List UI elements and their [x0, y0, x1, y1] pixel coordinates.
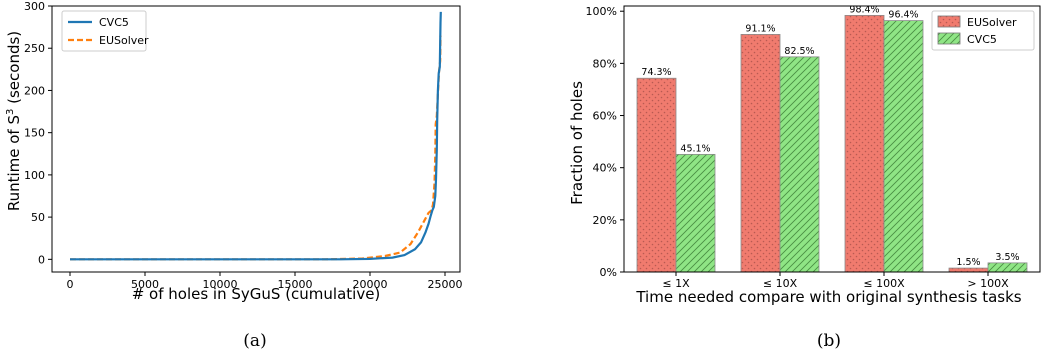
panel-a-y-tick-label: 50: [31, 211, 45, 224]
bar-value-label: 96.4%: [888, 10, 918, 21]
legend-label-eusolver: EUSolver: [99, 34, 149, 47]
panel-b-y-tick-label: 80%: [593, 57, 617, 70]
panel-a-x-tick-label: 5000: [131, 278, 159, 291]
panel-b-y-tick-label: 0%: [600, 266, 617, 279]
panel-a-x-axis-label: # of holes in SyGuS (cumulative): [132, 285, 381, 303]
panel-a-y-tick-label: 100: [24, 169, 45, 182]
panel-b-category-label: ≤ 100X: [863, 277, 905, 290]
panel-b-category-label: > 100X: [967, 277, 1009, 290]
bar-value-label: 82.5%: [784, 46, 814, 57]
panel-b-y-tick-label: 20%: [593, 214, 617, 227]
bar-value-label: 74.3%: [641, 67, 671, 78]
bar-cvc5: [675, 153, 716, 273]
legend-swatch-cvc5: [937, 32, 961, 45]
panel-b-y-tick-label: 60%: [593, 110, 617, 123]
legend-label-eusolver-b: EUSolver: [967, 16, 1017, 29]
panel-b-legend: EUSolver CVC5: [931, 10, 1035, 51]
panel-b-category-label: ≤ 10X: [763, 277, 798, 290]
panel-a-x-tick-label: 15000: [278, 278, 313, 291]
legend-label-cvc5: CVC5: [99, 16, 129, 29]
panel-a-runtime-chart: 0 5000 10000 15000 20000 25000 0 50 100 150 200 250…: [5, 0, 463, 351]
panel-a-plot-frame: [51, 5, 461, 273]
panel-b-x-axis-label: Time needed compare with original synthe…: [635, 288, 1021, 306]
bar-cvc5: [883, 20, 924, 273]
bar-cvc5: [779, 56, 820, 273]
legend-swatch-eusolver: [937, 15, 961, 28]
panel-a-y-tick-label: 300: [24, 0, 45, 13]
panel-b-fraction-chart: 74.3% 45.1% 91.1% 82.5% 98.4% 96.4% 1.5% 3.5% ≤…: [568, 4, 1041, 351]
panel-a-y-tick-label: 150: [24, 127, 45, 140]
bar-value-label: 3.5%: [995, 252, 1019, 263]
panel-a-x-tick-label: 0: [67, 278, 74, 291]
bar-value-label: 91.1%: [745, 23, 775, 34]
panel-b-caption: (b): [817, 331, 841, 351]
bar-eusolver: [740, 34, 781, 273]
panel-b-y-axis-label: Fraction of holes: [568, 81, 586, 205]
panel-a-y-tick-label: 0: [38, 253, 45, 266]
bar-value-label: 98.4%: [849, 4, 879, 15]
bar-eusolver: [636, 77, 677, 273]
panel-a-y-axis-label: Runtime of S3 (seconds): [5, 31, 23, 211]
bar-cvc5: [987, 262, 1028, 273]
panel-a-caption: (a): [243, 331, 266, 351]
panel-b-plot-frame: [623, 5, 1041, 273]
series-line-eusolver: [70, 35, 442, 261]
panel-a-x-tick-label: 20000: [353, 278, 388, 291]
bar-eusolver: [844, 14, 885, 273]
bar-value-label: 1.5%: [956, 257, 980, 268]
panel-b-y-tick-label: 100%: [586, 5, 617, 18]
bar-value-label: 45.1%: [680, 143, 710, 154]
panel-a-y-tick-label: 250: [24, 42, 45, 55]
series-line-cvc5: [70, 11, 442, 261]
panel-b-y-tick-label: 40%: [593, 162, 617, 175]
legend-label-cvc5-b: CVC5: [967, 33, 997, 46]
panel-a-x-tick-label: 25000: [428, 278, 463, 291]
bar-eusolver: [948, 267, 989, 273]
panel-b-category-label: ≤ 1X: [662, 277, 690, 290]
panel-a-x-tick-label: 10000: [203, 278, 238, 291]
panel-a-y-tick-label: 200: [24, 84, 45, 97]
panel-a-legend: CVC5 EUSolver: [61, 10, 149, 52]
